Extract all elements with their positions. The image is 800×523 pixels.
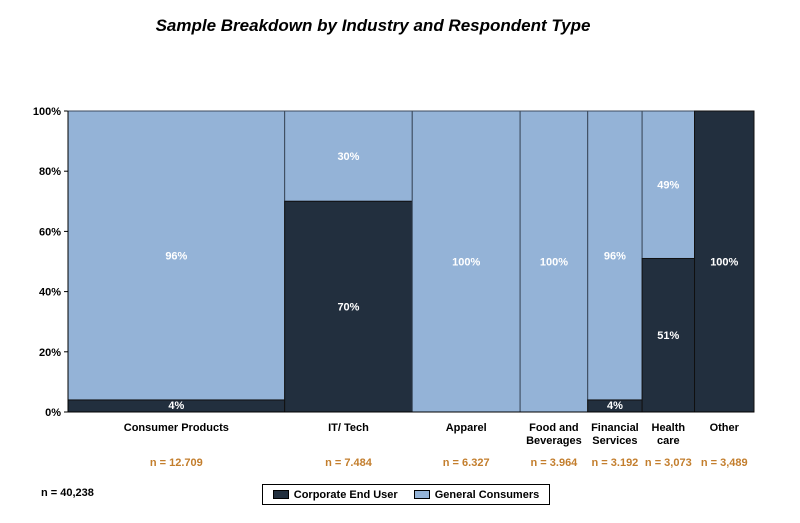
bar-segment-consumers <box>284 110 413 202</box>
y-tick-label: 0% <box>45 407 61 419</box>
data-label-corporate: 51% <box>657 330 679 342</box>
sample-size-label: n = 3.192 <box>592 457 639 469</box>
legend-item-corporate: Corporate End User <box>272 488 398 501</box>
data-label-corporate: 70% <box>337 302 359 314</box>
bar-segment-corporate <box>641 257 696 413</box>
sample-size-label: n = 3.964 <box>531 457 579 469</box>
data-label-consumers: 49% <box>657 180 679 192</box>
data-label-consumers: 30% <box>337 151 359 163</box>
bar-segment-consumers <box>641 110 696 259</box>
category-label: Consumer Products <box>124 422 229 434</box>
sample-size-label: n = 6.327 <box>443 457 490 469</box>
y-tick-label: 20% <box>39 347 61 359</box>
category-label: Beverages <box>526 435 582 447</box>
y-tick-label: 80% <box>39 166 61 178</box>
category-label: IT/ Tech <box>328 422 369 434</box>
category-label: Health <box>652 422 686 434</box>
bar-segment-consumers <box>519 110 589 413</box>
category-label: Financial <box>591 422 639 434</box>
data-label-corporate: 4% <box>168 400 184 412</box>
y-tick-label: 40% <box>39 287 61 299</box>
category-label: Services <box>592 435 637 447</box>
legend-label-consumers: General Consumers <box>434 488 540 501</box>
data-label-corporate: 4% <box>607 400 623 412</box>
total-sample-size: n = 40,238 <box>41 487 94 499</box>
y-tick-label: 60% <box>39 226 61 238</box>
legend-swatch-corporate <box>272 490 289 499</box>
legend-item-consumers: General Consumers <box>413 488 540 501</box>
legend: Corporate End User General Consumers <box>262 484 550 505</box>
sample-size-label: n = 3,073 <box>645 457 692 469</box>
legend-label-corporate: Corporate End User <box>293 488 398 501</box>
data-label-consumers: 100% <box>540 257 568 269</box>
chart-title: Sample Breakdown by Industry and Respond… <box>155 16 591 35</box>
y-tick-label: 100% <box>33 106 61 118</box>
data-label-consumers: 100% <box>452 257 480 269</box>
category-label: Food and <box>529 422 579 434</box>
bar-segment-corporate <box>694 110 755 413</box>
legend-swatch-consumers <box>413 490 430 499</box>
category-label: Other <box>710 422 740 434</box>
sample-size-label: n = 3,489 <box>701 457 748 469</box>
sample-size-label: n = 12.709 <box>150 457 203 469</box>
sample-size-label: n = 7.484 <box>325 457 373 469</box>
data-label-consumers: 96% <box>604 250 626 262</box>
category-label: care <box>657 435 680 447</box>
category-label: Apparel <box>446 422 487 434</box>
bar-segment-consumers <box>411 110 521 413</box>
data-label-consumers: 96% <box>165 250 187 262</box>
data-label-corporate: 100% <box>710 257 738 269</box>
